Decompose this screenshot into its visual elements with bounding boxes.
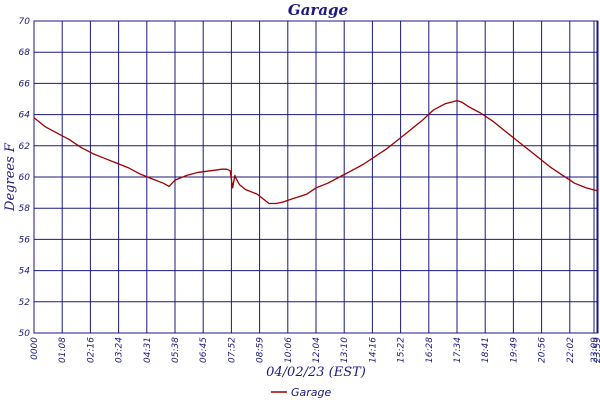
y-tick-label: 66	[19, 79, 31, 89]
x-tick-label: 20:56	[538, 337, 548, 363]
x-tick-label: 16:28	[425, 337, 435, 363]
x-tick-label: 01:08	[58, 337, 68, 363]
y-tick-label: 52	[19, 298, 31, 308]
series-line-garage	[33, 99, 599, 205]
x-tick-label: 14:16	[368, 337, 378, 363]
x-tick-label: 08:59	[256, 337, 266, 363]
x-tick-label: 15:22	[397, 337, 407, 363]
plot-area: 50 52 54 56 58 60 62 64 66 68 70 0000 01:08 02:16 03:2…	[19, 17, 600, 363]
x-tick-label: 04:31	[143, 337, 153, 363]
y-tick-label: 54	[19, 267, 31, 277]
y-tick-label: 50	[19, 329, 31, 339]
y-tick-label: 70	[19, 17, 31, 27]
x-tick-label: 0000	[30, 337, 40, 360]
x-tick-label: 18:41	[481, 337, 491, 363]
x-tick-label: 12:04	[312, 337, 322, 363]
x-tick-label: 23:59	[593, 337, 600, 363]
legend: Garage	[271, 386, 332, 399]
legend-label: Garage	[291, 386, 332, 399]
y-tick-label: 64	[19, 111, 31, 121]
x-tick-label: 13:10	[340, 337, 350, 363]
x-tick-label: 23:09	[590, 337, 600, 363]
x-tick-label: 02:16	[86, 337, 96, 363]
x-tick-label: 10:06	[284, 337, 294, 363]
y-tick-label: 58	[19, 204, 31, 214]
x-tick-label: 03:24	[115, 337, 125, 363]
x-tick-label: 19:49	[509, 337, 519, 363]
x-tick-label: 05:38	[171, 337, 181, 363]
x-tick-label: 06:45	[199, 337, 209, 363]
y-tick-label: 68	[19, 48, 31, 58]
y-tick-label: 60	[19, 173, 31, 183]
x-tick-label: 22:02	[566, 337, 576, 363]
x-tick-label: 07:52	[227, 337, 237, 363]
y-axis-label: Degrees F	[3, 142, 18, 212]
x-axis-label: 04/02/23 (EST)	[266, 365, 366, 380]
y-tick-label: 56	[19, 235, 31, 245]
chart-title: Garage	[288, 1, 348, 19]
y-tick-label: 62	[19, 142, 31, 152]
x-tick-label: 17:34	[453, 337, 463, 363]
